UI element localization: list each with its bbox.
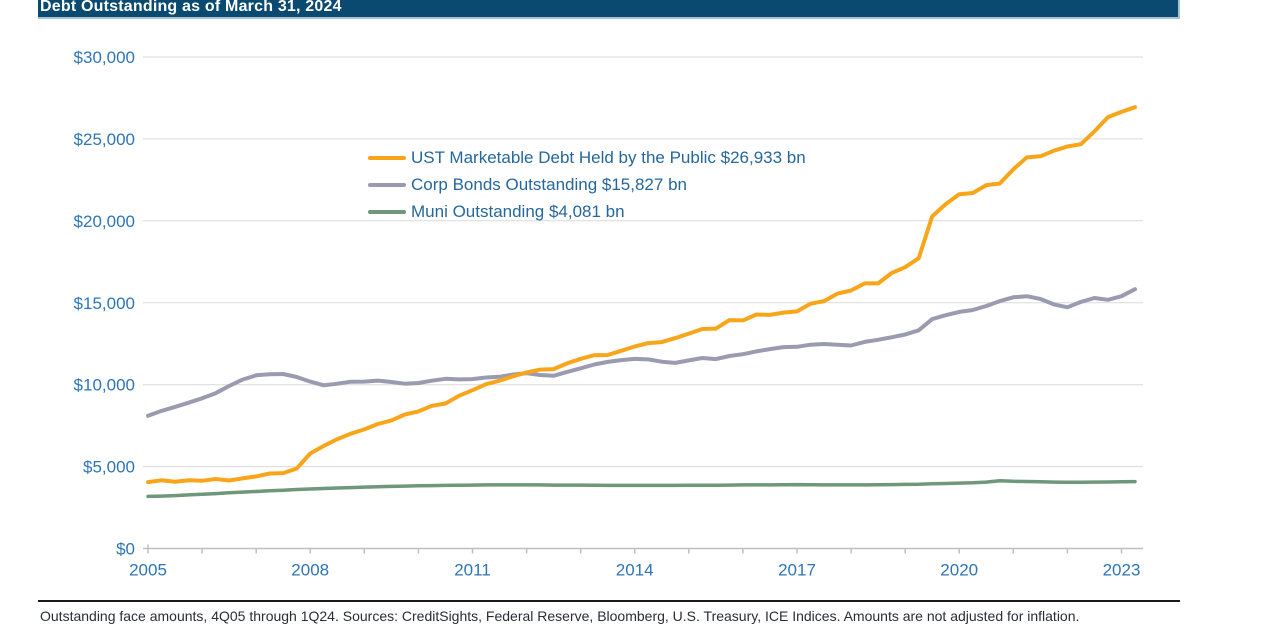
x-axis-label: 2011 xyxy=(454,561,491,580)
y-axis-label: $25,000 xyxy=(74,130,135,149)
corp-line-swatch-icon xyxy=(368,182,406,187)
x-axis-label: 2017 xyxy=(778,561,816,580)
chart-title-bar: Debt Outstanding as of March 31, 2024 xyxy=(38,0,1180,19)
y-axis-label: $5,000 xyxy=(83,458,135,477)
series-line-ust xyxy=(146,105,1137,485)
x-axis-label: 2008 xyxy=(291,561,329,580)
chart-legend: UST Marketable Debt Held by the Public $… xyxy=(368,144,806,225)
x-axis-label: 2014 xyxy=(616,561,654,580)
legend-item-muni: Muni Outstanding $4,081 bn xyxy=(368,198,806,225)
y-axis-label: $15,000 xyxy=(74,294,135,313)
chart-title: Debt Outstanding as of March 31, 2024 xyxy=(40,0,342,15)
legend-label-muni: Muni Outstanding $4,081 bn xyxy=(411,201,625,221)
legend-label-ust: UST Marketable Debt Held by the Public $… xyxy=(411,147,806,167)
series-line-corp xyxy=(146,287,1137,418)
muni-line-swatch-icon xyxy=(368,209,406,214)
x-axis-label: 2020 xyxy=(940,561,978,580)
x-axis-label: 2023 xyxy=(1103,561,1141,580)
footnote-divider xyxy=(38,600,1180,602)
y-axis-label: $10,000 xyxy=(74,376,135,395)
footnote-text: Outstanding face amounts, 4Q05 through 1… xyxy=(40,608,1080,624)
series-line-muni xyxy=(146,479,1137,499)
x-axis-label: 2005 xyxy=(129,561,167,580)
legend-item-corp: Corp Bonds Outstanding $15,827 bn xyxy=(368,171,806,198)
legend-item-ust: UST Marketable Debt Held by the Public $… xyxy=(368,144,806,171)
y-axis-label: $20,000 xyxy=(74,212,135,231)
legend-label-corp: Corp Bonds Outstanding $15,827 bn xyxy=(411,174,687,194)
y-axis-label: $30,000 xyxy=(74,48,135,67)
y-axis-label: $0 xyxy=(116,540,135,559)
ust-line-swatch-icon xyxy=(368,155,406,160)
